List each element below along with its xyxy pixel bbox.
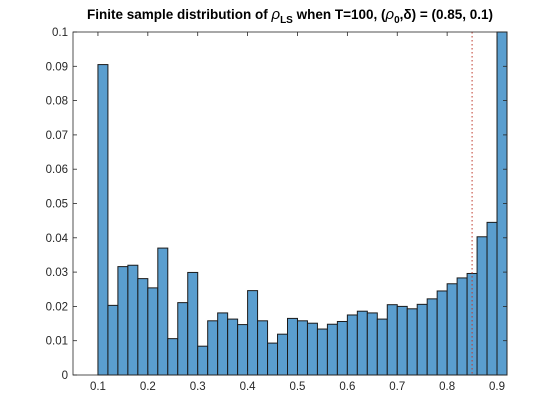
histogram-bar — [97, 64, 109, 376]
histogram-bar — [376, 318, 388, 376]
title-rho-subscript: LS — [280, 15, 293, 26]
histogram-bar — [326, 323, 338, 376]
y-tick-label: 0.07 — [46, 130, 68, 142]
histogram-bar — [436, 290, 448, 376]
histogram-bar — [296, 320, 308, 376]
y-tick-label: 0.03 — [46, 267, 68, 279]
histogram-bar — [287, 317, 298, 376]
y-tick-label: 0.08 — [46, 96, 68, 108]
x-tick-label: 0.2 — [140, 381, 156, 393]
histogram-bar — [366, 312, 378, 376]
y-tick-label: 0 — [62, 370, 68, 382]
histogram-bar — [426, 298, 438, 376]
histogram-bar — [346, 314, 358, 376]
y-tick-label: 0.09 — [46, 61, 68, 73]
histogram-bar — [476, 236, 488, 376]
histogram-bar — [147, 287, 159, 376]
histogram-bar — [336, 320, 348, 376]
histogram-bar — [187, 271, 199, 376]
histogram-bar — [416, 303, 428, 376]
x-tick-label: 0.4 — [240, 381, 257, 393]
histogram-bar — [117, 266, 129, 376]
histogram-bar — [227, 318, 239, 376]
x-tick-label: 0.3 — [190, 381, 206, 393]
histogram-bar — [456, 277, 468, 376]
histogram-bar — [306, 322, 318, 376]
title-rho0-symbol: ρ — [385, 6, 395, 23]
x-tick-label: 0.6 — [339, 381, 355, 393]
histogram-bar — [267, 342, 279, 376]
y-tick-label: 0.05 — [46, 199, 68, 211]
x-tick-label: 0.1 — [90, 381, 106, 393]
x-axis: 0.1 0.2 0.3 0.4 0.5 0.6 0.7 0.8 0.9 — [90, 32, 505, 393]
title-delta-params: ,δ) = (0.85, 0.1) — [400, 7, 493, 22]
y-tick-label: 0.02 — [46, 301, 68, 313]
histogram-bar — [137, 278, 149, 376]
title-rho-symbol: ρ — [270, 6, 280, 23]
histogram-bar — [197, 345, 209, 376]
y-axis: 0 0.01 0.02 0.03 0.04 0.05 0.06 0.07 0.08 0.09 0.1 — [46, 27, 507, 382]
histogram-bar — [167, 338, 179, 376]
title-rho0-subscript: 0 — [394, 15, 400, 26]
histogram-bar — [316, 328, 328, 376]
y-tick-label: 0.04 — [46, 233, 69, 245]
histogram-bar — [157, 247, 169, 376]
histogram-bar — [486, 221, 498, 376]
histogram-bar — [277, 333, 289, 376]
histogram-bar — [127, 264, 139, 376]
title-middle: when T=100, ( — [293, 7, 386, 22]
histogram-bar — [217, 312, 229, 376]
x-tick-label: 0.9 — [489, 381, 505, 393]
histogram-bar — [356, 310, 368, 376]
x-tick-label: 0.8 — [439, 381, 455, 393]
title-prefix: Finite sample distribution of — [87, 7, 272, 22]
histogram-bar — [257, 320, 269, 376]
histogram-bar — [247, 290, 259, 376]
histogram-bar — [396, 305, 408, 376]
histogram-bar — [177, 302, 189, 376]
histogram-bar — [386, 304, 398, 376]
y-tick-label: 0.01 — [46, 336, 68, 348]
histogram-bar — [406, 308, 418, 376]
y-tick-label: 0.06 — [46, 164, 68, 176]
histogram-bar — [237, 324, 249, 376]
histogram-bar — [107, 304, 119, 376]
chart-title: Finite sample distribution of ρLS when T… — [87, 6, 493, 26]
histogram-bar — [446, 283, 458, 376]
x-tick-label: 0.5 — [289, 381, 305, 393]
y-tick-label: 0.1 — [52, 27, 68, 39]
histogram-bar — [207, 320, 219, 376]
x-tick-label: 0.7 — [389, 381, 405, 393]
